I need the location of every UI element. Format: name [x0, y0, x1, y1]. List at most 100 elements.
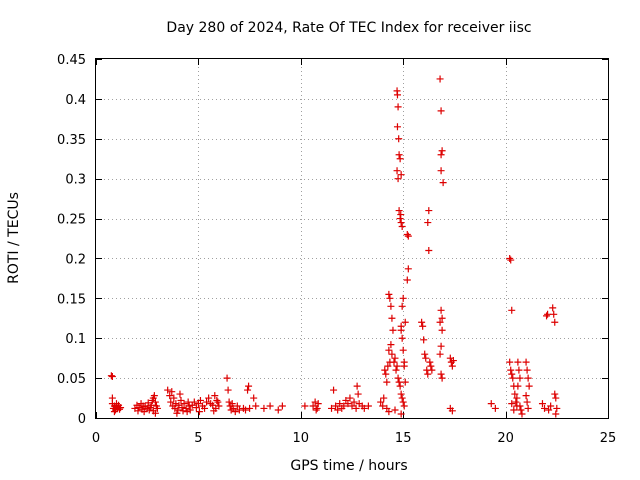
data-point	[153, 404, 161, 412]
data-point	[110, 408, 118, 416]
data-point	[385, 290, 393, 298]
data-points	[107, 75, 561, 418]
data-point	[246, 404, 254, 412]
data-point	[184, 398, 192, 406]
data-point	[507, 256, 515, 264]
data-point	[401, 318, 409, 326]
data-point	[397, 326, 405, 334]
data-point	[209, 401, 217, 409]
data-point	[438, 374, 446, 382]
data-point	[394, 103, 402, 111]
data-point	[437, 342, 445, 350]
data-point	[171, 404, 179, 412]
y-tick-labels: 0 0.05 0.1 0.15 0.2 0.25 0.3 0.35 0.4 0.45	[57, 53, 86, 427]
data-point	[398, 334, 406, 342]
data-point	[544, 310, 552, 318]
data-point	[448, 362, 456, 370]
data-point	[397, 211, 405, 219]
data-point	[394, 374, 402, 382]
data-point	[388, 314, 396, 322]
data-point	[549, 304, 557, 312]
data-point	[438, 326, 446, 334]
data-point	[252, 402, 260, 410]
data-point	[228, 400, 236, 408]
data-point	[166, 392, 174, 400]
data-point	[274, 406, 282, 414]
data-point	[135, 404, 143, 412]
data-point	[245, 382, 253, 390]
data-point	[213, 396, 221, 404]
x-tick-label: 5	[194, 431, 202, 446]
data-point	[404, 265, 412, 273]
data-point	[336, 400, 344, 408]
data-point	[385, 408, 393, 416]
data-point	[421, 350, 429, 358]
data-point	[552, 410, 560, 418]
data-point	[313, 404, 321, 412]
data-point	[397, 410, 405, 418]
data-point	[391, 406, 399, 414]
y-tick-label: 0	[78, 412, 86, 427]
data-point	[424, 370, 432, 378]
data-point	[516, 374, 524, 382]
data-point	[401, 378, 409, 386]
data-point	[550, 310, 558, 318]
y-tick-label: 0.25	[57, 213, 86, 228]
data-point	[150, 392, 158, 400]
data-point	[395, 378, 403, 386]
data-point	[260, 404, 268, 412]
data-point	[214, 398, 222, 406]
data-point	[233, 402, 241, 410]
data-point	[185, 402, 193, 410]
data-point	[389, 326, 397, 334]
data-point	[538, 400, 546, 408]
chart-title: Day 280 of 2024, Rate Of TEC Index for r…	[166, 20, 531, 36]
y-tick-label: 0.35	[57, 133, 86, 148]
x-tick-label: 10	[293, 431, 310, 446]
data-point	[393, 167, 401, 175]
data-point	[205, 394, 213, 402]
data-point	[403, 276, 411, 284]
data-point	[391, 354, 399, 362]
data-point	[424, 219, 432, 227]
data-point	[396, 155, 404, 163]
data-point	[312, 406, 320, 414]
data-point	[211, 392, 219, 400]
data-point	[397, 171, 405, 179]
data-point	[278, 402, 286, 410]
data-point	[506, 254, 514, 262]
data-point	[151, 398, 159, 406]
data-point	[190, 398, 198, 406]
data-point	[396, 215, 404, 223]
data-point	[396, 382, 404, 390]
data-point	[507, 366, 515, 374]
data-point	[394, 175, 402, 183]
data-point	[151, 409, 159, 417]
data-point	[344, 400, 352, 408]
data-point	[301, 402, 309, 410]
y-tick-label: 0.05	[57, 372, 86, 387]
data-point	[448, 407, 456, 415]
data-point	[522, 392, 530, 400]
y-tick-label: 0.15	[57, 292, 86, 307]
data-point	[541, 404, 549, 412]
data-point	[134, 407, 142, 415]
data-point	[428, 366, 436, 374]
data-point	[388, 350, 396, 358]
data-point	[172, 400, 180, 408]
data-point	[173, 409, 181, 417]
data-point	[515, 366, 523, 374]
data-point	[192, 404, 200, 412]
data-point	[425, 246, 433, 254]
data-point	[176, 390, 184, 398]
data-point	[386, 294, 394, 302]
grid-lines	[96, 59, 608, 418]
x-tick-label: 20	[497, 431, 514, 446]
data-point	[398, 302, 406, 310]
data-point	[354, 390, 362, 398]
data-point	[449, 357, 457, 365]
data-point	[116, 405, 124, 413]
data-point	[178, 404, 186, 412]
data-point	[518, 410, 526, 418]
